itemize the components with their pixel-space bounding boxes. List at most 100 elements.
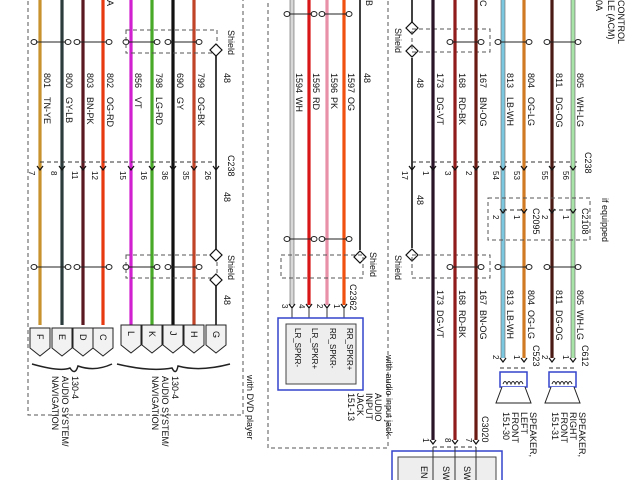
color-code: DG-OG [554,97,564,128]
color-code: BN-OG [478,97,488,127]
color-code: OG-LG [526,310,536,339]
pin-number: 1 [332,304,341,309]
shield-label: Shield [393,255,403,280]
terminal-letter: F [35,334,45,340]
brace [116,363,231,373]
signal-name: LR_SPKR+ [310,328,319,369]
speaker-name: SPEAKER, [577,412,587,457]
pin-arrow [408,165,416,171]
color-code: LB-WH [505,310,515,339]
audio-input-jack-body [285,323,357,385]
connector-label: C2108 [580,208,590,235]
circuit-number: 168 [457,73,467,88]
circuit-number: 1597 [346,73,356,93]
shield-diamond [209,248,223,262]
pin-arrow [472,165,480,171]
connector-terminal [183,324,205,354]
shield-label: Shield [393,28,403,53]
twist-loop [310,236,318,242]
twist-loop [283,11,291,17]
pin-arrow [148,165,156,171]
pin-signal-name: SW [462,466,472,480]
pin-arrow [569,357,577,363]
pin-number: 8 [443,438,452,443]
module-name: NAVIGATION [150,376,160,430]
module-name: NAVIGATION [50,376,60,430]
twist-loop [195,39,203,45]
pin-number: 26 [203,171,212,180]
color-code: RD [311,97,321,110]
color-code: LB-WH [505,97,515,126]
speaker-coil-icon [502,381,524,386]
twist-loop [477,39,485,45]
top-fragment-label: B [364,0,374,6]
terminal-letter: H [189,331,199,338]
twist-loop [525,39,533,45]
twist-loop [345,236,353,242]
pin-number: 53 [512,171,521,180]
circuit-number: 48 [362,73,372,83]
pin-arrow [79,165,87,171]
pin-arrow [520,165,528,171]
circuit-number: 813 [505,73,515,88]
pin-arrow [520,357,528,363]
twist-loop [494,39,502,45]
color-code: OG-LG [526,97,536,126]
connector-terminal [120,324,142,354]
pin-number: 2 [540,355,549,360]
connector-label: C612 [580,345,590,367]
bottom-module-body [397,456,497,480]
twist-loop [105,39,113,45]
color-code: LG-RD [154,97,164,126]
pin-arrow [99,165,107,171]
pin-number: 35 [181,171,190,180]
shield-diamond [353,250,367,264]
shield-box [125,29,218,54]
shield-box [411,254,491,279]
connector-terminal [141,324,163,354]
pin-number: 8 [49,171,58,176]
circuit-number: 805 [575,73,585,88]
pin-number: 1 [561,215,570,220]
signal-name: RR_SPKR- [328,328,337,369]
pin-number: 56 [561,171,570,180]
device-name: JACK [355,393,365,416]
pin-number: 11 [70,171,79,180]
pin-arrow [190,165,198,171]
speaker-name: RIGHT [568,412,578,441]
connector-label: C238 [226,155,236,177]
terminal-letter: L [126,331,136,336]
pin-number: 36 [160,171,169,180]
pin-number: 1 [512,215,521,220]
twist-loop [73,39,81,45]
module-name: AUDIO SYSTEM/ [60,376,70,447]
twist-loop [30,39,38,45]
pin-arrow [499,165,507,171]
twist-loop [574,39,582,45]
device-name: AUDIO [373,393,383,422]
terminal-letter: E [57,334,67,340]
if-equipped-box [487,197,591,241]
device-ref: 151-13 [346,393,356,421]
color-code: RD-BK [457,310,467,338]
pin-number: 4 [297,304,306,309]
circuit-number: 48 [222,192,232,202]
shield-diamond [209,273,223,287]
color-code: WH [294,97,304,112]
connector-terminal [162,324,184,354]
shield-diamond [405,44,419,58]
top-fragment-label: C [478,0,488,7]
pin-arrow [451,165,459,171]
pin-arrow [169,165,177,171]
connector-label: C238 [583,152,593,174]
pin-arrow [212,165,220,171]
pin-arrow [429,439,437,445]
pin-number: 1 [512,355,521,360]
circuit-number: 48 [415,78,425,88]
speaker-ref: 151-31 [550,412,560,440]
pin-number: 7 [27,171,36,176]
pin-number: 7 [464,438,473,443]
pin-number: 12 [90,171,99,180]
connector-label: C2095 [531,208,541,235]
speaker-coil-icon [551,381,573,386]
